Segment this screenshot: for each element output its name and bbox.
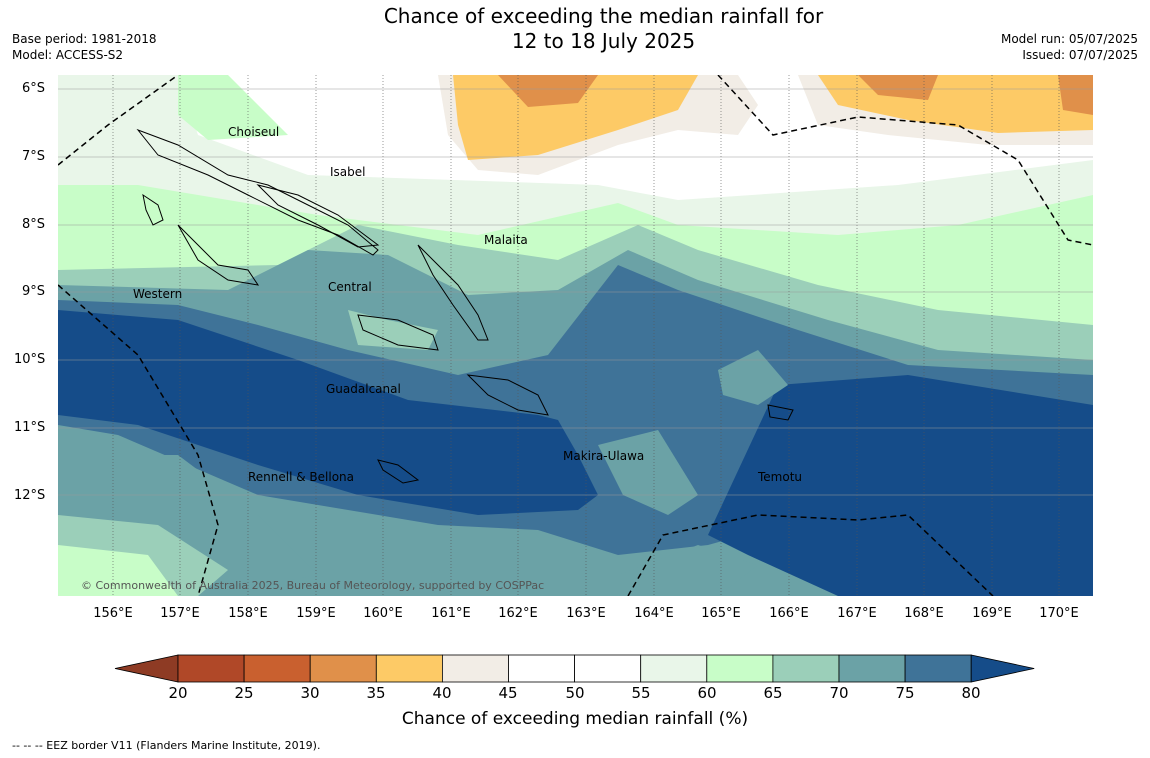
colorbar-segment (508, 654, 575, 683)
lon-169e: 169°E (972, 606, 1012, 621)
lon-168e: 168°E (904, 606, 944, 621)
eez-footnote: -- -- -- EEZ border V11 (Flanders Marine… (12, 739, 321, 752)
band-35-40-north (453, 75, 698, 160)
cb-tick-50: 50 (565, 684, 585, 702)
lon-163e: 163°E (566, 606, 606, 621)
colorbar-segment (772, 654, 840, 683)
cb-tick-55: 55 (631, 684, 651, 702)
lon-158e: 158°E (228, 606, 268, 621)
lon-170e: 170°E (1039, 606, 1079, 621)
lon-160e: 160°E (363, 606, 403, 621)
model-name: Model: ACCESS-S2 (12, 48, 124, 62)
patch-east (718, 350, 788, 405)
patch-guadalcanal (348, 310, 438, 350)
colorbar-segment (243, 654, 311, 683)
colorbar-segment (640, 654, 708, 683)
lat-9s: 9°S (22, 284, 46, 299)
colorbar-segments (114, 654, 1035, 683)
band-30-35-ne2 (1058, 75, 1093, 115)
map-svg: © Commonwealth of Australia 2025, Bureau… (58, 75, 1093, 596)
issued-date: Issued: 07/07/2025 (1022, 48, 1138, 62)
place-label: Choiseul (228, 125, 280, 139)
lat-6s: 6°S (22, 81, 46, 96)
title-line-2: 12 to 18 July 2025 (511, 29, 696, 53)
colorbar-segment (904, 654, 972, 683)
lon-159e: 159°E (296, 606, 336, 621)
lon-161e: 161°E (431, 606, 471, 621)
place-label: Central (328, 280, 372, 294)
lat-10s: 10°S (14, 352, 46, 367)
cb-tick-35: 35 (366, 684, 386, 702)
place-label: Western (133, 287, 183, 301)
lat-12s: 12°S (14, 488, 46, 503)
colorbar-segment (177, 654, 245, 683)
lon-162e: 162°E (498, 606, 538, 621)
band-30-35-north (498, 75, 598, 107)
place-label: Rennell & Bellona (248, 470, 355, 484)
lon-156e: 156°E (93, 606, 133, 621)
colorbar-segment (441, 654, 509, 683)
lon-166e: 166°E (769, 606, 809, 621)
patch-sw-3 (58, 545, 178, 596)
title-line-1: Chance of exceeding the median rainfall … (383, 4, 824, 28)
patch-makira (598, 430, 698, 515)
cb-tick-80: 80 (961, 684, 981, 702)
meta-left: Base period: 1981-2018 Model: ACCESS-S2 (12, 31, 157, 63)
cb-tick-30: 30 (300, 684, 320, 702)
cb-tick-25: 25 (234, 684, 254, 702)
place-label: Temotu (758, 470, 803, 484)
colorbar-high-extend (970, 654, 1035, 683)
colorbar-segment (838, 654, 906, 683)
colorbar (114, 654, 1035, 683)
colorbar-segment (375, 654, 443, 683)
islands (136, 128, 794, 484)
cb-tick-40: 40 (432, 684, 452, 702)
lon-164e: 164°E (634, 606, 674, 621)
copyright-text: © Commonwealth of Australia 2025, Bureau… (81, 579, 544, 592)
place-label: Isabel (330, 165, 366, 179)
colorbar-low-extend (114, 654, 179, 683)
cb-tick-45: 45 (498, 684, 518, 702)
lon-167e: 167°E (837, 606, 877, 621)
colorbar-segment (574, 654, 642, 683)
band-above-80-west (58, 310, 598, 515)
patch-bottom (618, 545, 758, 596)
colorbar-title: Chance of exceeding median rainfall (%) (401, 709, 749, 729)
lon-165e: 165°E (701, 606, 741, 621)
place-label: Makira-Ulawa (563, 449, 645, 463)
cb-tick-20: 20 (168, 684, 188, 702)
band-30-35-ne1 (858, 75, 938, 100)
model-run: Model run: 05/07/2025 (1000, 32, 1138, 46)
cb-tick-60: 60 (697, 684, 717, 702)
eez-border (58, 75, 1093, 596)
place-label: Guadalcanal (326, 382, 401, 396)
lat-11s: 11°S (14, 420, 46, 435)
band-60-65-choiseul (178, 75, 288, 140)
meta-right: Model run: 05/07/2025 Issued: 07/07/2025 (1001, 31, 1138, 63)
lat-8s: 8°S (22, 217, 46, 232)
cb-tick-70: 70 (829, 684, 849, 702)
map-title: Chance of exceeding the median rainfall … (0, 4, 1150, 54)
base-period: Base period: 1981-2018 (12, 32, 157, 46)
colorbar-segment (309, 654, 377, 683)
band-above-80-east (708, 375, 1093, 596)
cb-tick-75: 75 (895, 684, 915, 702)
lat-7s: 7°S (22, 149, 46, 164)
cb-tick-65: 65 (763, 684, 783, 702)
place-label: Malaita (484, 233, 528, 247)
map-panel: © Commonwealth of Australia 2025, Bureau… (58, 75, 1093, 596)
colorbar-segment (706, 654, 774, 683)
lon-157e: 157°E (160, 606, 200, 621)
lat-gridlines (58, 88, 1093, 496)
